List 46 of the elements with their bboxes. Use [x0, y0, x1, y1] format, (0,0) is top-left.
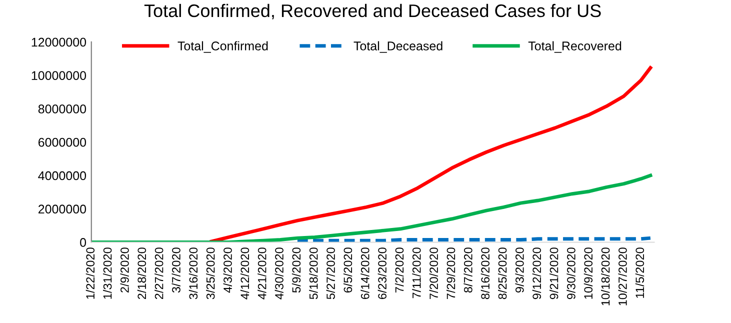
x-tick-label: 5/18/2020	[309, 248, 318, 300]
y-tick-label: 2000000	[38, 204, 86, 214]
x-tick-label: 9/21/2020	[550, 248, 558, 300]
y-tick-label: 10000000	[32, 71, 86, 80]
x-tick-label: 7/11/2020	[412, 248, 421, 298]
x-tick-label: 9/3/2020	[515, 248, 524, 293]
x-tick-label: 9/30/2020	[566, 248, 576, 300]
x-tick-label: 8/7/2020	[464, 248, 472, 293]
x-tick-label: 10/9/2020	[584, 248, 593, 299]
y-tick-label: 12000000	[32, 38, 86, 47]
x-tick-label: 6/14/2020	[360, 248, 370, 300]
x-tick-label: 3/7/2020	[172, 248, 180, 293]
x-tick-label: 5/9/2020	[292, 248, 301, 293]
x-tick-label: 2/27/2020	[154, 248, 164, 300]
line-series	[210, 66, 652, 242]
y-tick-label: 6000000	[38, 138, 86, 147]
x-tick-label: 1/31/2020	[103, 248, 112, 299]
x-tick-label: 2/9/2020	[120, 248, 129, 292]
x-tick-label: 5/27/2020	[326, 248, 335, 300]
x-tick-label: 4/12/2020	[240, 248, 250, 300]
y-tick-label: 8000000	[38, 104, 86, 114]
x-tick-label: 8/25/2020	[498, 248, 507, 300]
x-tick-label: 3/16/2020	[188, 248, 198, 300]
chart-title: Total Confirmed, Recovered and Deceased Cases for US	[144, 4, 601, 20]
x-tick-label: 4/3/2020	[223, 248, 232, 293]
legend-label: Total_Confirmed	[178, 41, 268, 53]
x-tick-label: 3/25/2020	[206, 248, 215, 300]
x-tick-label: 2/18/2020	[137, 248, 146, 300]
x-tick-label: 6/23/2020	[378, 248, 386, 300]
legend-label: Total_Deceased	[354, 41, 442, 53]
y-tick-label: 4000000	[38, 171, 86, 180]
line-series	[91, 174, 652, 242]
x-tick-label: 8/16/2020	[480, 248, 490, 300]
legend-label: Total_Recovered	[528, 41, 622, 53]
x-tick-label: 7/29/2020	[446, 248, 456, 300]
x-tick-label: 9/12/2020	[532, 248, 542, 300]
x-tick-label: 10/18/2020	[601, 248, 610, 306]
x-tick-label: 1/22/2020	[86, 248, 95, 299]
x-tick-label: 4/30/2020	[274, 248, 284, 300]
x-tick-label: 11/5/2020	[635, 248, 644, 298]
x-tick-label: 6/5/2020	[343, 248, 352, 292]
x-tick-label: 7/2/2020	[394, 248, 404, 292]
y-tick-label: 0	[80, 238, 86, 247]
x-tick-label: 7/20/2020	[429, 248, 438, 300]
x-tick-label: 10/27/2020	[618, 248, 627, 306]
x-tick-label: 4/21/2020	[258, 248, 266, 300]
